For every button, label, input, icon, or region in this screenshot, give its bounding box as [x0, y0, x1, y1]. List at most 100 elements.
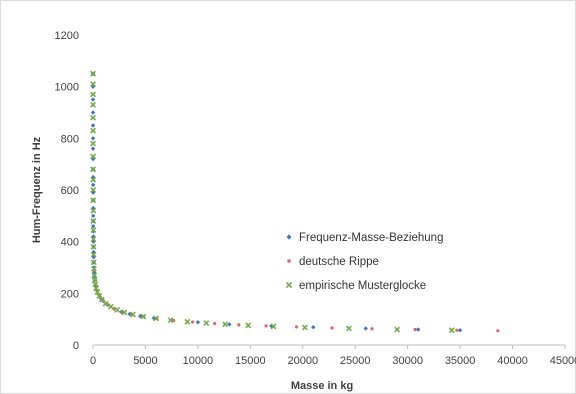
data-point [90, 218, 97, 224]
y-tick-label: 0 [73, 340, 79, 352]
data-point [152, 315, 159, 322]
y-tick-label: 600 [61, 185, 79, 197]
data-point [457, 328, 463, 333]
x-tick-label: 35000 [445, 355, 476, 367]
data-point [90, 70, 97, 77]
data-point [90, 81, 97, 88]
data-point [237, 323, 241, 327]
data-points [90, 70, 500, 334]
data-point [191, 320, 195, 324]
y-tick-label: 200 [61, 288, 79, 300]
data-point [90, 251, 97, 258]
data-point [184, 318, 191, 325]
data-point [96, 292, 103, 299]
data-point [345, 325, 352, 332]
data-point [394, 326, 401, 333]
data-point [90, 140, 97, 147]
data-point [370, 327, 374, 331]
data-point [90, 156, 96, 162]
data-point [270, 323, 277, 330]
legend-marker [287, 259, 291, 263]
data-point [415, 327, 421, 332]
data-point [90, 259, 97, 266]
data-point [172, 318, 176, 323]
data-point [93, 285, 100, 292]
data-point [129, 311, 136, 318]
data-point [90, 166, 97, 173]
data-point [167, 317, 174, 324]
data-point [311, 324, 316, 330]
data-point [90, 101, 97, 108]
legend-label: Frequenz-Masse-Beziehung [299, 232, 443, 244]
data-point [121, 309, 128, 316]
data-point [227, 322, 232, 327]
data-point [330, 326, 334, 330]
data-point [90, 97, 96, 102]
y-tick-label: 800 [61, 133, 79, 145]
data-point [91, 254, 96, 260]
x-tick-label: 15000 [235, 355, 266, 367]
y-tick-label: 400 [61, 237, 79, 249]
x-tick-label: 30000 [392, 355, 423, 367]
axes: 0 5000 10000 15000 20000 25000 30000 35000 40000… [55, 30, 576, 367]
x-tick-label: 20000 [287, 355, 318, 367]
data-point [114, 306, 121, 313]
data-point [90, 114, 97, 121]
data-point [203, 320, 210, 327]
x-tick-label: 40000 [497, 355, 528, 367]
data-point [245, 322, 252, 329]
data-point [90, 146, 96, 151]
x-tick-label: 25000 [340, 355, 371, 367]
data-point [90, 182, 96, 188]
data-point [94, 289, 101, 296]
data-point [90, 227, 97, 234]
data-point [91, 234, 96, 239]
legend: Frequenz-Masse-Beziehung deutsche Rippe em… [285, 232, 443, 292]
legend-label: deutsche Rippe [299, 256, 379, 268]
data-point [107, 303, 114, 310]
data-point [91, 249, 96, 255]
data-point [91, 223, 96, 229]
data-point [90, 176, 97, 183]
data-point [140, 313, 147, 320]
data-point [90, 207, 97, 214]
data-point [102, 300, 109, 307]
data-point [90, 243, 97, 250]
data-point [90, 127, 97, 134]
data-point [294, 325, 299, 329]
x-axis-title: Masse in kg [291, 380, 353, 392]
data-point [413, 327, 417, 332]
data-point [90, 110, 96, 115]
data-point [91, 213, 96, 219]
data-point [448, 327, 455, 334]
data-point [363, 326, 368, 331]
data-point [90, 123, 96, 128]
data-point [301, 324, 308, 331]
data-point [195, 320, 201, 325]
data-point [90, 187, 97, 193]
data-point [496, 329, 500, 333]
data-point [90, 197, 97, 204]
data-point [90, 236, 97, 243]
legend-label: empirische Musterglocke [299, 280, 426, 292]
data-point [222, 321, 229, 328]
x-tick-label: 10000 [183, 355, 214, 367]
data-point [213, 321, 217, 326]
data-point [91, 272, 98, 279]
y-axis-title: Hum-Frequenz in Hz [31, 136, 43, 243]
legend-marker [286, 234, 292, 240]
x-tick-label: 5000 [133, 355, 157, 367]
data-point [90, 136, 96, 141]
x-tick-label: 0 [90, 355, 96, 367]
data-point [90, 153, 97, 160]
data-point [90, 265, 97, 272]
data-point [264, 324, 268, 328]
data-point [90, 91, 97, 98]
y-tick-label: 1200 [55, 30, 79, 42]
y-tick-label: 1000 [55, 82, 79, 94]
legend-marker [285, 281, 293, 289]
